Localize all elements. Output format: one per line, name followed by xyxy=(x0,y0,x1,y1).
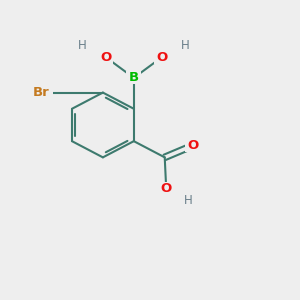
Bar xyxy=(181,194,196,206)
Bar xyxy=(159,182,174,195)
Text: Br: Br xyxy=(33,86,50,99)
Bar xyxy=(154,51,169,64)
Bar xyxy=(29,86,53,99)
Text: H: H xyxy=(181,39,190,52)
Text: O: O xyxy=(160,182,172,195)
Text: O: O xyxy=(156,51,167,64)
Text: H: H xyxy=(78,39,87,52)
Text: O: O xyxy=(187,139,198,152)
Bar xyxy=(98,51,113,64)
Bar xyxy=(75,39,90,52)
Text: B: B xyxy=(129,71,139,84)
Text: H: H xyxy=(184,194,193,207)
Bar xyxy=(178,39,193,52)
Bar xyxy=(185,139,200,152)
Bar xyxy=(126,71,141,84)
Text: O: O xyxy=(100,51,112,64)
